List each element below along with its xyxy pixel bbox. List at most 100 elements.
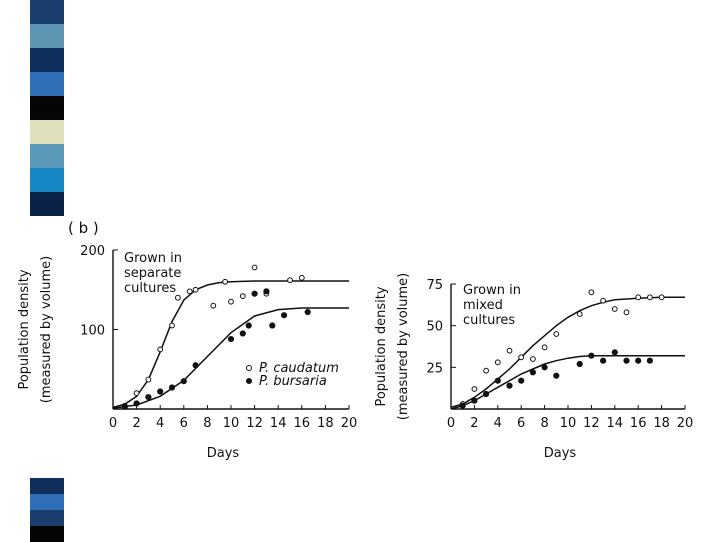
y-tick-label: 200 [80,244,105,259]
y-tick-label: 25 [426,361,443,376]
stripe-block [30,526,64,542]
data-point [518,354,525,361]
y-axis-label: Population density (measured by volume) [17,256,54,403]
annotation-line: cultures [463,313,515,328]
annotation-line: Grown in [124,251,182,266]
data-point [506,382,513,389]
data-point [483,367,490,374]
data-point [611,349,618,356]
data-point [459,402,466,409]
x-tick-label: 14 [607,416,624,431]
data-point [623,357,630,364]
data-point [635,357,642,364]
data-point [658,294,665,301]
legend-label: P. caudatum [259,361,339,376]
data-point [222,278,229,285]
data-point [530,356,536,362]
annotation-line: Grown in [463,283,521,298]
y-axis-label-line: (measured by volume) [39,256,54,403]
legend-marker [246,378,252,384]
data-point [145,376,152,383]
stripe-block [30,494,64,510]
stripe-block [30,192,64,216]
data-point [210,302,217,309]
stripe-block [30,144,64,168]
data-point [541,364,548,371]
stripe-block [30,72,64,96]
y-axis-label-line: Population density [17,269,32,389]
data-point [239,330,246,337]
x-tick-label: 8 [203,416,211,431]
data-point [228,298,234,305]
chart-separate-cultures: 0 2 4 6 8 10 12 14 16 18 20 100 200 Days Population de… [17,244,357,461]
data-point [186,288,193,295]
stripe-block [30,48,64,72]
x-tick-label: 18 [653,416,670,431]
y-axis-label-line: (measured by volume) [396,273,411,420]
x-tick-label: 4 [156,416,164,431]
x-axis-label: Days [544,446,577,461]
y-tick-label: 100 [80,324,105,339]
stripe-block [30,120,64,144]
data-point [239,293,246,300]
data-point [251,264,258,271]
data-point [169,322,175,329]
data-point [245,322,252,329]
data-point [298,274,305,281]
y-tick-label: 50 [426,320,443,335]
data-point [227,335,235,343]
data-point [168,384,176,391]
x-tick-label: 18 [317,416,334,431]
stripe-block [30,96,64,120]
x-tick-label: 16 [294,416,311,431]
x-tick-label: 20 [677,416,694,431]
x-tick-label: 6 [517,416,525,431]
data-point [600,297,606,304]
fit-curve [450,296,685,409]
data-point [646,357,654,364]
data-point [157,388,164,395]
data-point [647,294,653,301]
data-point [541,344,548,351]
x-tick-label: 12 [246,416,263,431]
data-point [635,294,642,301]
data-point [588,289,595,296]
stripe-block [30,24,64,48]
data-point [145,393,152,401]
data-point [623,309,630,316]
stripe-block [30,510,64,526]
data-point [576,360,583,368]
data-point [494,359,501,366]
x-tick-label: 10 [560,416,577,431]
legend-marker [246,365,252,371]
y-axis-label-line: Population density [374,286,389,406]
data-point [471,386,478,392]
annotation: Grown in mixed cultures [463,283,521,328]
annotation-line: cultures [124,281,176,296]
data-point [304,308,311,316]
data-point [529,369,537,376]
x-tick-label: 0 [447,416,455,431]
stripe-block [30,168,64,192]
annotation-line: mixed [463,298,503,313]
data-point [471,397,478,404]
annotation: Grown in separate cultures [124,251,182,296]
data-point [588,352,595,359]
x-tick-label: 12 [583,416,600,431]
data-point [494,377,501,384]
x-tick-label: 16 [630,416,647,431]
x-tick-label: 6 [180,416,188,431]
data-point [287,277,293,284]
data-point [611,306,618,312]
data-point [576,311,583,317]
data-point [263,288,270,295]
data-point [133,390,140,397]
data-point [175,294,181,301]
data-point [281,312,288,319]
stripe-block [30,478,64,494]
data-point [553,331,560,337]
x-tick-label: 2 [470,416,478,431]
x-tick-label: 20 [341,416,358,431]
annotation-line: separate [124,266,181,281]
